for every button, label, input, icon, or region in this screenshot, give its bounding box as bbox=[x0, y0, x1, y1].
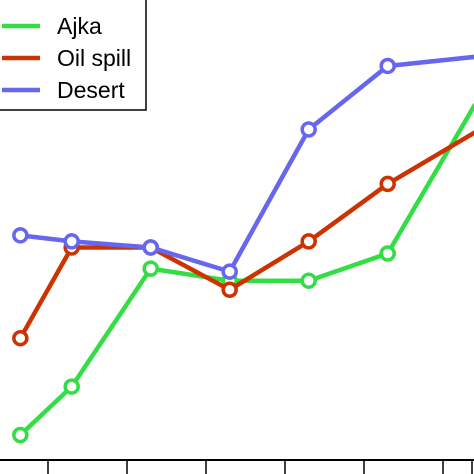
data-point-desert-3 bbox=[221, 263, 238, 280]
legend-label-ajka: Ajka bbox=[57, 13, 102, 39]
data-point-desert-0 bbox=[12, 227, 29, 244]
series-line-oil-spill bbox=[18, 130, 474, 340]
legend-label-oil-spill: Oil spill bbox=[57, 45, 131, 71]
x-axis-ticks bbox=[47, 460, 473, 474]
data-point-ajka-1 bbox=[63, 378, 80, 395]
data-point-ajka-4 bbox=[300, 272, 317, 289]
legend: Ajka Oil spill Desert bbox=[0, 0, 147, 111]
data-point-ajka-2 bbox=[142, 260, 159, 277]
series-layer bbox=[12, 54, 474, 444]
data-point-desert-2 bbox=[142, 239, 159, 256]
series-ajka bbox=[12, 103, 474, 444]
series-line-desert bbox=[20, 54, 474, 274]
series-line-ajka bbox=[18, 103, 474, 437]
series-desert bbox=[12, 54, 474, 280]
data-point-ajka-5 bbox=[379, 245, 396, 262]
legend-entry-oil-spill: Oil spill bbox=[2, 45, 131, 71]
series-oil-spill bbox=[12, 130, 474, 347]
data-point-desert-5 bbox=[379, 57, 396, 75]
data-point-desert-4 bbox=[300, 121, 317, 138]
data-point-oil-spill-0 bbox=[12, 329, 29, 347]
legend-entry-ajka: Ajka bbox=[2, 13, 102, 39]
legend-label-desert: Desert bbox=[57, 77, 125, 103]
data-point-oil-spill-3 bbox=[221, 281, 238, 299]
data-point-desert-1 bbox=[63, 233, 80, 250]
data-point-oil-spill-4 bbox=[300, 233, 317, 250]
legend-entry-desert: Desert bbox=[2, 77, 125, 103]
data-point-oil-spill-5 bbox=[379, 175, 396, 193]
data-point-ajka-0 bbox=[12, 426, 29, 444]
